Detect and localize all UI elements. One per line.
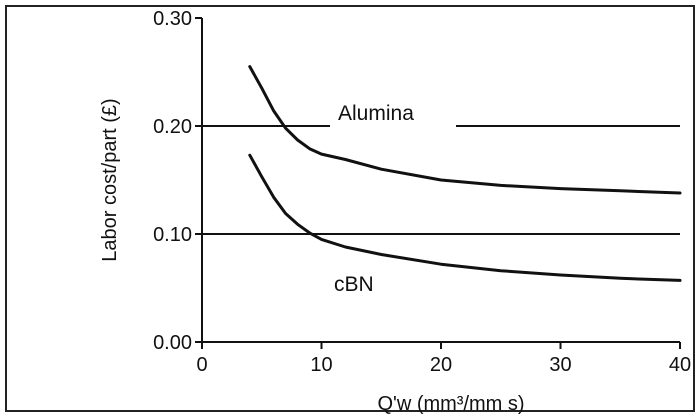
x-tick-label: 10 <box>310 354 332 376</box>
series-line-alumina <box>248 65 682 195</box>
x-tick-label: 20 <box>430 354 452 376</box>
y-axis-title: Labor cost/part (£) <box>99 98 121 261</box>
series-label-cbn: cBN <box>334 273 374 296</box>
series-line-cbn <box>248 153 682 282</box>
y-tick-label: 0.20 <box>153 116 192 138</box>
y-tick-label: 0.00 <box>153 332 192 354</box>
labels: 0.00 0.10 0.20 0.30 0 10 20 30 40 Q'w (mm³/mm s) L… <box>99 8 691 415</box>
series-lines <box>248 65 682 282</box>
axes <box>195 17 681 349</box>
x-axis-title: Q'w (mm³/mm s) <box>377 393 524 415</box>
y-tick-label: 0.30 <box>153 8 192 30</box>
x-tick-label: 30 <box>549 354 571 376</box>
series-label-alumina: Alumina <box>338 102 414 125</box>
y-tick-label: 0.10 <box>153 224 192 246</box>
grid-lines <box>202 125 680 235</box>
chart-frame <box>5 5 695 412</box>
x-tick-label: 0 <box>196 354 207 376</box>
x-tick-label: 40 <box>669 354 691 376</box>
